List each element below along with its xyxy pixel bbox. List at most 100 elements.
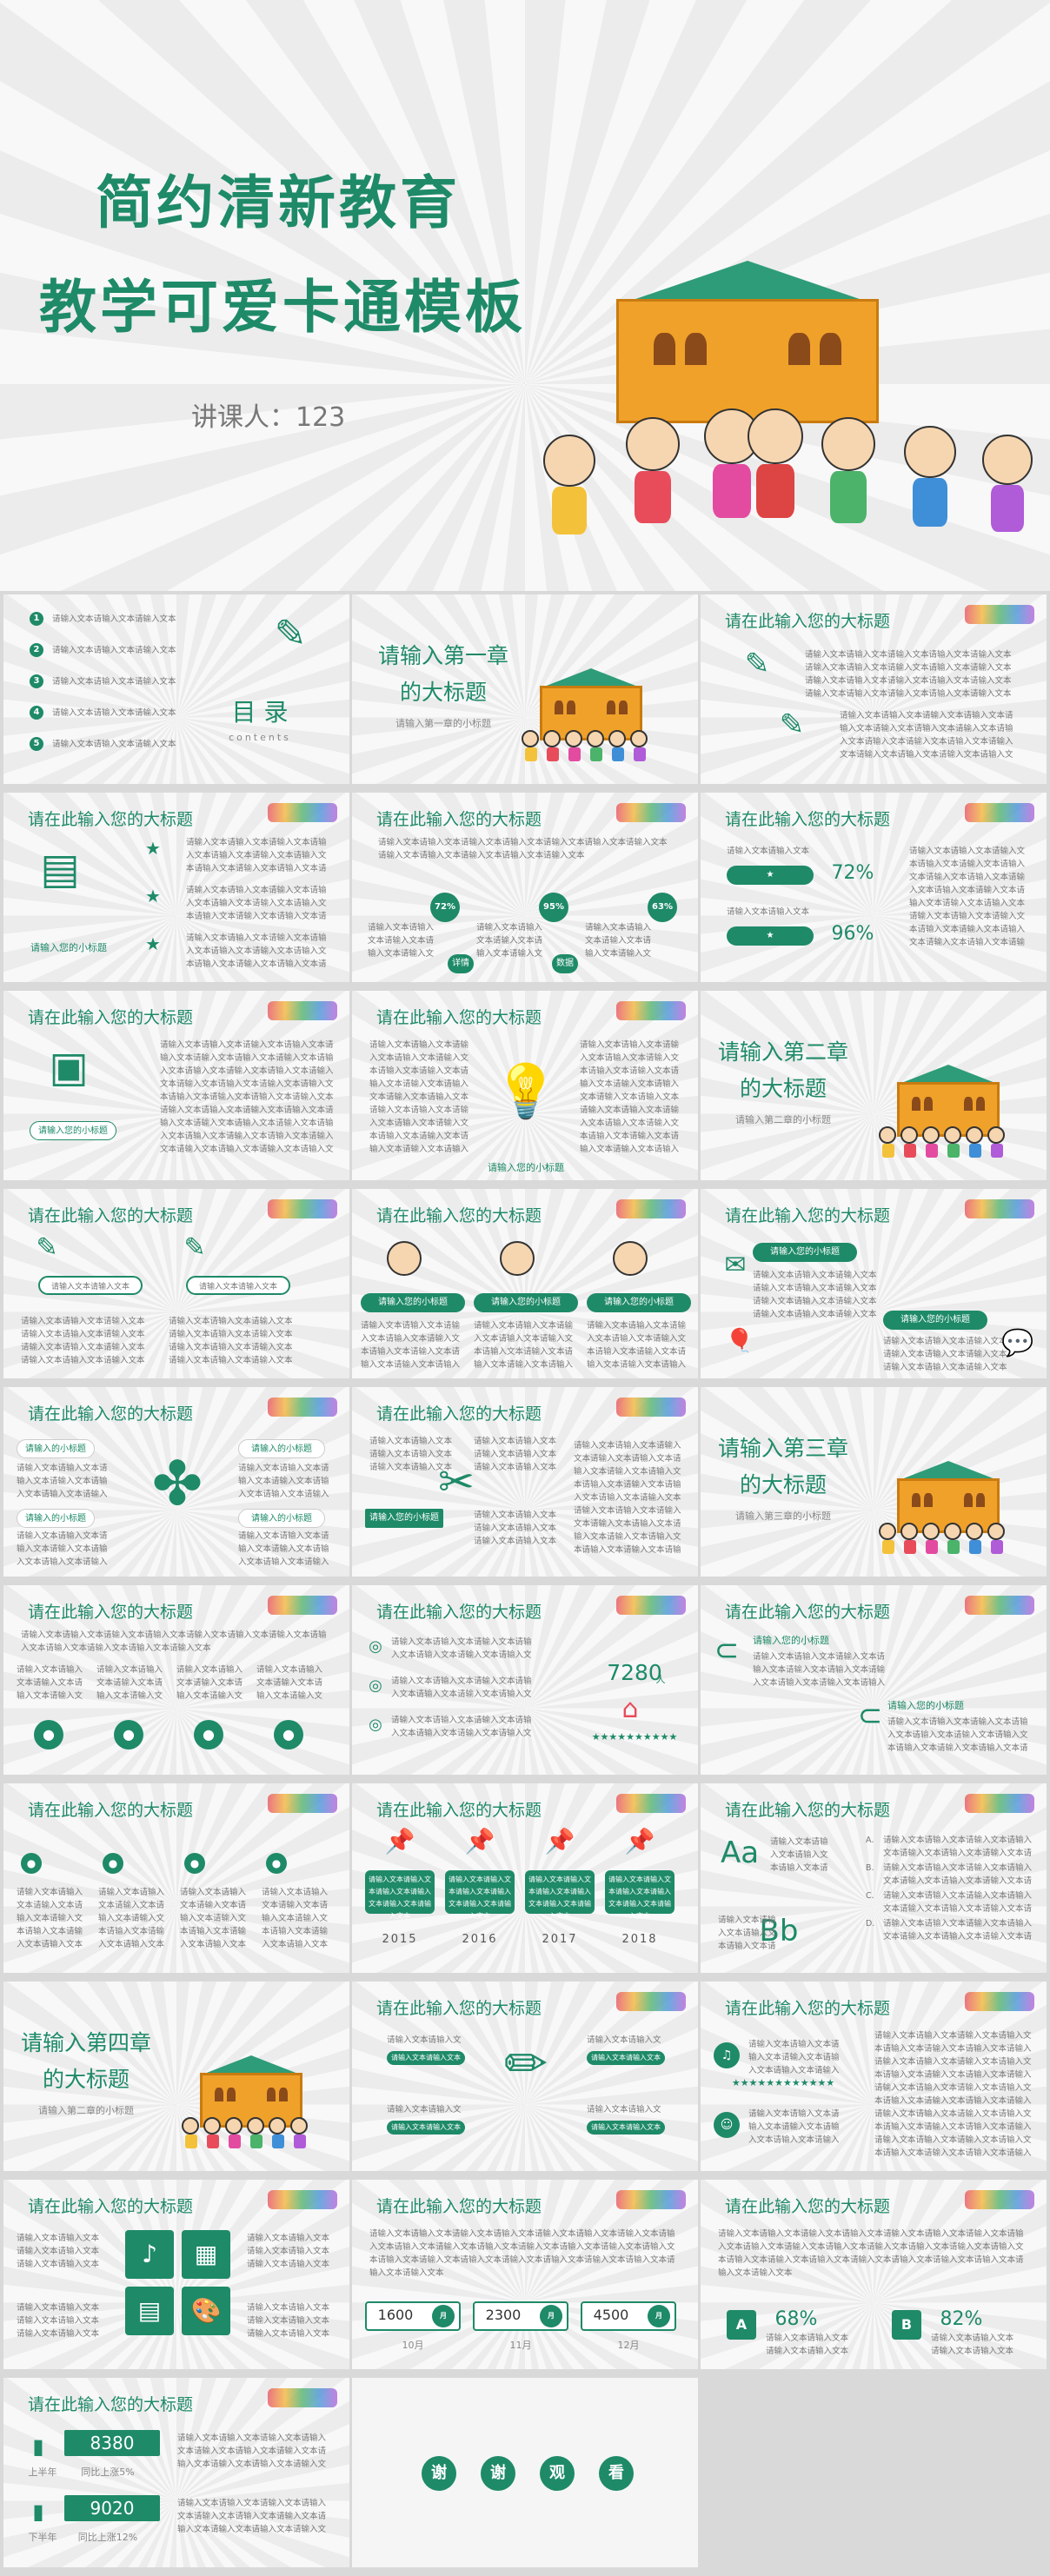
slide-title: 请在此输入您的大标题 xyxy=(376,2197,542,2216)
text-pill: 请输入文本请输入文本 xyxy=(587,2051,665,2065)
text-block: 请输入文本请输入文本请输入文本请输入文本请输入文本请输入文本请输入文本请输入文本… xyxy=(753,1652,886,1688)
feature-icon: ● xyxy=(266,1853,287,1874)
toc-item: 请输入文本请输入文本请输入文本 xyxy=(52,740,176,749)
kid-body xyxy=(926,1540,938,1554)
thanks-char: 谢 xyxy=(422,2456,456,2491)
kid-illustration xyxy=(879,1523,896,1541)
kid-body xyxy=(991,1540,1003,1554)
kid-body xyxy=(634,747,646,761)
small-subtitle: 请输入您的小标题 xyxy=(488,1162,564,1173)
option-letter: A. xyxy=(866,1836,874,1845)
stat-label: 10月 xyxy=(402,2340,424,2351)
stat-value: 1600 xyxy=(377,2307,414,2323)
kid-illustration xyxy=(613,1241,648,1276)
kid-body xyxy=(969,1540,981,1554)
option-letter: C. xyxy=(866,1891,874,1901)
slide-7-0: 请输入第四章 的大标题 请输入第二章的小标题 xyxy=(3,1982,349,2171)
pin-icon: 📌 xyxy=(384,1827,415,1856)
small-title-pill: 请输入的小标题 xyxy=(17,1439,95,1458)
kid-body xyxy=(991,1144,1003,1158)
text-block: 请输入文本请输入文本请输入文本请输入文本请输入文本请输入文本请输入文本请输入文本… xyxy=(17,1665,83,1701)
year-label: 2016 xyxy=(462,1933,498,1946)
text-block: 请输入文本请输入文本请输入文本请输入文本请输入文本请输入文本请输入文本请输入文本… xyxy=(474,1510,557,1546)
brand-logo xyxy=(268,2388,337,2407)
letter-a-badge: A xyxy=(727,2310,756,2340)
kid-body xyxy=(294,2134,306,2148)
item-icon: ◎ xyxy=(369,1676,382,1695)
stat-value: 2300 xyxy=(485,2307,522,2323)
text-block: 请输入文本请输入文本请输入文本请输入文本请输入文本请输入文本请输入文本请输入文本… xyxy=(587,1321,687,1370)
brand-logo xyxy=(268,803,337,822)
chapter-subtitle: 请输入第二章的小标题 xyxy=(735,1114,831,1125)
kid-body xyxy=(525,747,537,761)
kid-illustration xyxy=(630,730,648,748)
kid-body xyxy=(250,2134,262,2148)
text-block: 请输入文本请输入文本请输入文本请输入文本请输入文本请输入文本 xyxy=(387,2035,462,2045)
app-tile-icon: ♪ xyxy=(125,2230,174,2279)
text-block: 请输入文本请输入文本请输入文本请输入文本请输入文本请输入文本请输入文本请输入文本… xyxy=(883,1891,1033,1914)
small-title-pill: 请输入的小标题 xyxy=(17,1509,95,1528)
kid-illustration xyxy=(587,730,604,748)
text-pill: 请输入文本请输入文本 xyxy=(387,2051,465,2065)
text-block: 请输入文本请输入文本请输入文本请输入文本请输入文本请输入文本请输入文本请输入文本… xyxy=(238,1531,329,1567)
stat-caption-2: 同比上涨12% xyxy=(77,2532,138,2543)
chapter-title-1: 请输入第一章 xyxy=(377,643,508,668)
kid-body xyxy=(229,2134,241,2148)
text-pill: 请输入文本请输入文本 xyxy=(587,2121,665,2134)
brand-logo xyxy=(616,1199,686,1218)
stat-value: 4500 xyxy=(593,2307,629,2323)
small-title-pill: 请输入的小标题 xyxy=(238,1439,325,1458)
pencil-icon: ✎ xyxy=(274,612,307,656)
item-icon: ◎ xyxy=(369,1637,382,1656)
rating-stars: ★★★★★★★★★★★★ xyxy=(731,2077,835,2088)
slide-3-0: 请在此输入您的大标题 ✎ 请输入文本请输入文本 请输入文本请输入文本请输入文本请输入文… xyxy=(3,1189,349,1378)
slide-0-1: 请输入第一章 的大标题 请输入第一章的小标题 xyxy=(352,594,698,784)
text-block: 请输入文本请输入文本请输入文本请输入文本请输入文本请输入文本请输入文本请输入文本… xyxy=(874,2109,1032,2132)
kid-illustration xyxy=(247,2117,264,2135)
text-block: 请输入文本请输入文本请输入文本请输入文本请输入文本请输入文本请输入文本请输入文本… xyxy=(391,1676,532,1699)
brand-logo xyxy=(616,1001,686,1020)
music-icon: ♫ xyxy=(714,2042,740,2068)
brand-logo xyxy=(268,1001,337,1020)
school-illustration xyxy=(591,261,904,487)
star-icon: ★ xyxy=(145,933,161,954)
percent-a: 68% xyxy=(774,2308,818,2330)
percent-b: 82% xyxy=(940,2308,983,2330)
text-block: 请输入文本请输入文本请输入文本请输入文本请输入文本请输入文本请输入文本请输入文本… xyxy=(17,1888,83,1949)
chapter-title-2: 的大标题 xyxy=(42,2067,130,2092)
small-title-pill: 请输入您的小标题 xyxy=(30,1121,116,1140)
kid-body xyxy=(590,747,602,761)
feature-icon: ● xyxy=(103,1853,123,1874)
app-tile-icon: ▦ xyxy=(182,2230,230,2279)
input-pill: 请输入文本请输入文本 xyxy=(186,1276,290,1295)
kid-illustration xyxy=(900,1126,918,1145)
text-block: 请输入文本请输入文本请输入文本请输入文本请输入文本请输入文本请输入文本请输入文本… xyxy=(718,1915,776,1951)
small-title-pill: 请输入的小标题 xyxy=(238,1509,325,1528)
slide-0-2: 请在此输入您的大标题 ✎ 请输入文本请输入文本请输入文本请输入文本请输入文本请输入文… xyxy=(701,594,1047,784)
chapter-title-1: 请输入第三章 xyxy=(717,1436,848,1461)
toc-title: 目 录 xyxy=(231,698,289,727)
text-block: 请输入文本请输入文本请输入文本请输入文本请输入文本请输入文本请输入文本请输入文本… xyxy=(474,1437,557,1472)
text-block: 请输入文本请输入文本请输入文本请输入文本请输入文本请输入文本请输入文本请输入文本… xyxy=(21,1630,327,1653)
slide-5-0: 请在此输入您的大标题 请输入文本请输入文本请输入文本请输入文本请输入文本请输入文本… xyxy=(3,1585,349,1775)
envelope-icon: ✉ xyxy=(724,1250,747,1280)
small-title-pill: 请输入您的小标题 xyxy=(883,1311,987,1330)
hero-title-1: 简约清新教育 xyxy=(96,169,461,236)
letters-a: Aa xyxy=(720,1836,760,1870)
slide-7-1: 请在此输入您的大标题请输入文本请输入文本请输入文本请输入文本请输入文本请输入文本… xyxy=(352,1982,698,2171)
item-icon: ◎ xyxy=(369,1716,382,1734)
text-block: 请输入文本请输入文本请输入文本请输入文本请输入文本请输入文本请输入文本请输入文本… xyxy=(748,2109,840,2145)
text-block: 请输入文本请输入文本请输入文本请输入文本请输入文本请输入文本请输入文本请输入文本… xyxy=(17,2303,100,2339)
text-block: 请输入文本请输入文本请输入文本请输入文本请输入文本请输入文本 xyxy=(587,2105,661,2115)
feature-icon: ● xyxy=(274,1720,303,1749)
thanks-char: 看 xyxy=(599,2456,634,2491)
text-block: 请输入文本请输入文本请输入文本请输入文本请输入文本请输入文本请输入文本请输入文本… xyxy=(177,2433,327,2469)
brand-logo xyxy=(616,803,686,822)
hook-icon: ⊂ xyxy=(714,1633,740,1668)
kid-illustration xyxy=(944,1523,961,1541)
stat-unit: 月 xyxy=(432,2305,455,2327)
slide-4-0: 请在此输入您的大标题 请输入的小标题 请输入文本请输入文本请输入文本请输入文本请输入… xyxy=(3,1387,349,1577)
percent-value: 72% xyxy=(831,862,874,884)
text-block: 请输入文本请输入文本请输入文本请输入文本请输入文本请输入文本请输入文本请输入文本… xyxy=(262,1888,329,1949)
text-block: 请输入文本请输入文本请输入文本请输入文本请输入文本请输入文本请输入文本请输入文本… xyxy=(805,650,1012,699)
